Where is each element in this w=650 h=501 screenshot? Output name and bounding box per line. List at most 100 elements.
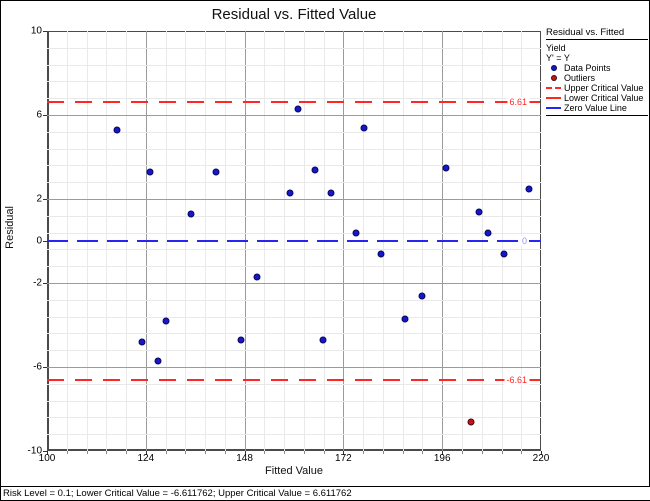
data-point[interactable] [327, 189, 335, 197]
outlier-point[interactable] [467, 418, 475, 426]
legend-item: Zero Value Line [546, 103, 648, 113]
data-points-marker-icon [546, 65, 561, 71]
data-point[interactable] [162, 317, 170, 325]
data-point[interactable] [138, 338, 146, 346]
x-axis-minor-tick [264, 451, 266, 454]
data-point[interactable] [360, 124, 368, 132]
data-point[interactable] [253, 273, 261, 281]
x-axis-minor-tick [224, 451, 226, 454]
legend-item-label: Upper Critical Value [564, 83, 644, 93]
x-axis-minor-tick [323, 451, 325, 454]
x-axis-minor-tick [205, 451, 207, 454]
x-tick-label: 172 [335, 453, 352, 464]
data-point[interactable] [418, 292, 426, 300]
chart-title: Residual vs. Fitted Value [211, 6, 377, 23]
zero-value-line-line [47, 240, 541, 242]
zero-value-line-label: 0 [519, 236, 529, 246]
data-point[interactable] [475, 208, 483, 216]
minor-gridline-horizontal [47, 81, 541, 83]
data-point[interactable] [237, 336, 244, 344]
x-tick-label: 100 [38, 453, 56, 464]
minor-gridline-horizontal [47, 333, 541, 335]
x-axis-minor-tick [165, 451, 167, 454]
minor-gridline-horizontal [47, 417, 541, 419]
minor-gridline-horizontal [47, 350, 541, 352]
legend: Residual vs. Fitted Yield Y' = Y Data Poi… [546, 28, 648, 116]
x-axis-tick [541, 451, 542, 455]
x-axis-minor-tick [422, 451, 424, 454]
data-point[interactable] [311, 166, 319, 174]
x-axis-tick [145, 451, 147, 455]
data-point[interactable] [525, 185, 533, 192]
x-axis-minor-tick [402, 451, 404, 454]
data-point[interactable] [484, 229, 491, 237]
legend-item: Outliers [546, 73, 648, 83]
data-point[interactable] [212, 168, 220, 176]
x-axis-minor-tick [106, 451, 108, 454]
major-gridline-horizontal [47, 115, 541, 116]
marker-line [546, 107, 561, 109]
upper-critical-value-marker-icon [546, 87, 561, 89]
x-axis-title: Fitted Value [265, 465, 323, 477]
data-point[interactable] [113, 126, 121, 134]
marker-line [546, 97, 561, 99]
x-tick-label: 148 [236, 453, 253, 464]
y-tick-label: -2 [33, 277, 42, 289]
data-point[interactable] [154, 357, 162, 365]
upper-critical-value-line [47, 101, 541, 104]
legend-subtitle: Yield [546, 43, 566, 53]
data-point[interactable] [500, 250, 508, 258]
data-point[interactable] [442, 164, 450, 171]
x-axis-minor-tick [284, 451, 286, 454]
data-point[interactable] [286, 189, 294, 197]
data-point[interactable] [352, 229, 360, 237]
legend-item: Upper Critical Value [546, 83, 648, 93]
major-gridline-horizontal [47, 367, 541, 368]
legend-subtitle: Y' = Y [546, 53, 570, 63]
data-point[interactable] [377, 250, 384, 258]
legend-item-label: Zero Value Line [564, 103, 627, 113]
y-tick-label: 2 [36, 193, 42, 205]
lower-critical-value-label: -6.61 [504, 374, 529, 385]
x-tick-label: 220 [532, 453, 550, 464]
minor-gridline-horizontal [47, 266, 541, 268]
minor-gridline-horizontal [47, 299, 541, 301]
marker-dot [550, 65, 557, 71]
lower-critical-value-line [47, 378, 541, 381]
outliers-marker-icon [546, 75, 561, 81]
minor-gridline-horizontal [47, 64, 541, 66]
x-tick-label: 124 [137, 453, 155, 464]
legend-item-label: Data Points [564, 63, 611, 73]
plot-area: 6.61 -6.61 0 [47, 31, 541, 451]
y-axis-tick [43, 241, 47, 242]
y-tick-label: 6 [36, 109, 42, 121]
legend-rule [546, 115, 648, 116]
y-tick-label: 0 [36, 235, 42, 247]
legend-item: Lower Critical Value [546, 93, 648, 103]
data-point[interactable] [187, 210, 195, 218]
data-point[interactable] [401, 315, 409, 323]
minor-gridline-horizontal [47, 232, 541, 234]
minor-gridline-horizontal [47, 400, 541, 402]
x-axis-minor-tick [185, 451, 187, 454]
data-point[interactable] [146, 168, 154, 176]
minor-gridline-horizontal [47, 165, 541, 167]
x-axis-minor-tick [462, 451, 463, 454]
x-tick-label: 196 [433, 453, 451, 464]
x-axis-minor-tick [521, 451, 523, 454]
x-axis-minor-tick [126, 451, 127, 454]
status-bar: Risk Level = 0.1; Lower Critical Value =… [1, 486, 650, 500]
minor-gridline-horizontal [47, 98, 541, 100]
legend-item: Data Points [546, 63, 648, 73]
data-point[interactable] [294, 105, 302, 113]
major-gridline-horizontal [47, 283, 541, 284]
minor-gridline-horizontal [47, 434, 541, 436]
y-tick-label: -10 [27, 445, 42, 457]
data-point[interactable] [319, 336, 327, 344]
major-gridline-horizontal [47, 199, 541, 200]
y-axis-tick [43, 115, 47, 116]
x-axis-minor-tick [303, 451, 305, 454]
y-axis-tick [43, 199, 47, 200]
zero-value-line-marker-icon [546, 107, 561, 109]
y-tick-label: 10 [30, 25, 42, 37]
